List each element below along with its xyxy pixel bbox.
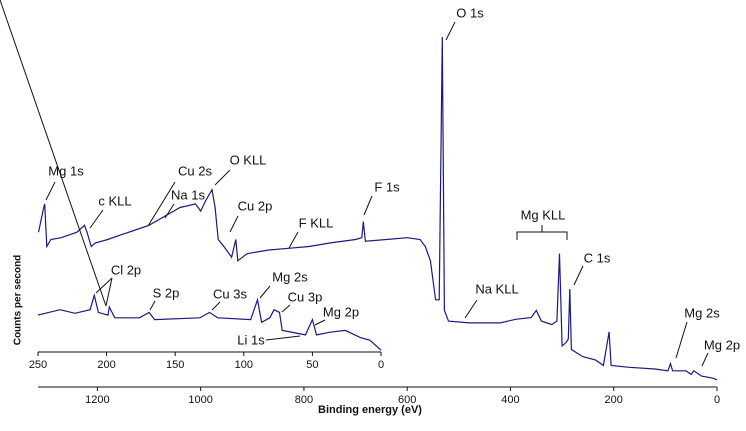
leader-line — [701, 352, 709, 367]
x-tick-label: 0 — [714, 394, 720, 406]
leader-line — [281, 304, 291, 313]
x-tick-label: 150 — [166, 359, 184, 371]
leader-line — [288, 231, 299, 249]
peak-label: Cu 3p — [288, 289, 323, 304]
leader-line — [675, 321, 688, 359]
spectrum-line — [37, 292, 382, 351]
leader-line — [259, 285, 271, 299]
x-tick-label: 250 — [29, 359, 47, 371]
x-tick-label: 1000 — [188, 394, 212, 406]
y-axis-label: Counts per second — [13, 255, 24, 346]
leader-line — [211, 301, 221, 311]
peak-label: Mg 1s — [48, 163, 84, 178]
x-tick-label: 800 — [295, 394, 313, 406]
peak-label: Na 1s — [171, 187, 205, 202]
peak-label: Na KLL — [475, 281, 518, 296]
peak-label: Mg KLL — [521, 207, 566, 222]
peak-label: Li 1s — [237, 332, 265, 347]
peak-label: Mg 2s — [684, 305, 720, 320]
leader-line — [214, 169, 231, 186]
leader-line — [363, 195, 373, 216]
peak-label: F KLL — [299, 215, 334, 230]
x-tick-label: 100 — [235, 359, 253, 371]
peak-label: Mg 2p — [323, 304, 359, 319]
x-tick-label: 50 — [306, 359, 318, 371]
x-tick-label: 200 — [97, 359, 115, 371]
peak-label: Cu 2p — [238, 198, 273, 213]
x-axis-label: Binding energy (eV) — [318, 404, 422, 416]
peak-label: Cu 3s — [213, 286, 247, 301]
peak-label: O 1s — [456, 5, 484, 20]
leader-line — [265, 335, 301, 341]
bracket — [516, 225, 568, 240]
peak-label: F 1s — [374, 179, 400, 194]
x-tick-label: 600 — [398, 394, 416, 406]
peak-label: Cl 2p — [111, 262, 141, 277]
leader-line — [464, 299, 478, 319]
x-tick-label: 400 — [501, 394, 519, 406]
peak-label: S 2p — [153, 285, 180, 300]
leader-line — [147, 181, 176, 227]
x-tick-label: 1200 — [85, 394, 109, 406]
x-tick-label: 0 — [378, 359, 384, 371]
leader-line — [45, 181, 56, 201]
leader-line — [164, 203, 175, 219]
x-tick-label: 200 — [605, 394, 623, 406]
peak-label: Mg 2s — [272, 269, 308, 284]
leader-line — [573, 265, 584, 286]
peak-label: Mg 2p — [704, 337, 740, 352]
spectrum-line — [37, 37, 718, 381]
leader-line — [0, 0, 107, 307]
leader-line — [314, 319, 326, 326]
peak-label: c KLL — [98, 193, 131, 208]
leader-line — [229, 215, 239, 233]
leader-line — [95, 277, 113, 294]
leader-line — [445, 21, 456, 41]
leader-line — [149, 300, 156, 311]
peak-label: C 1s — [584, 250, 611, 265]
leader-line — [105, 277, 113, 307]
leader-line — [89, 209, 104, 229]
peak-label: Cu 2s — [178, 163, 212, 178]
peak-label: O KLL — [230, 152, 267, 167]
